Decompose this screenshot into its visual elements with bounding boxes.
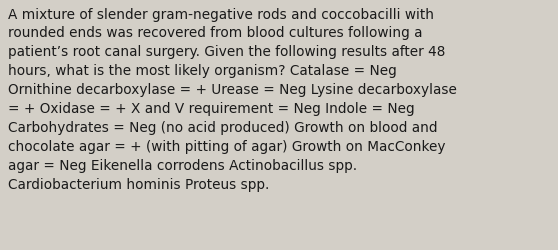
Text: A mixture of slender gram-negative rods and coccobacilli with
rounded ends was r: A mixture of slender gram-negative rods … [8,8,457,191]
